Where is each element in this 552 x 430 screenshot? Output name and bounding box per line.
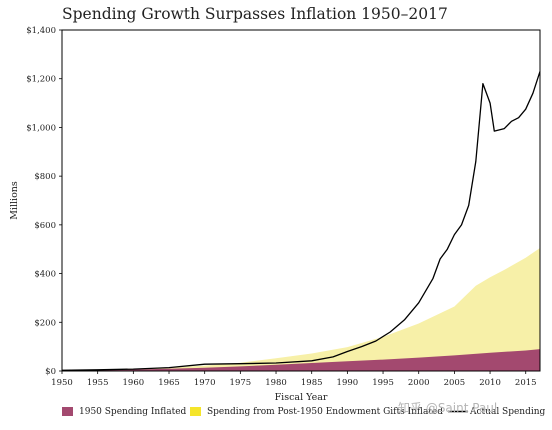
y-axis-title: Millions	[9, 181, 20, 220]
y-tick-label: $600	[34, 221, 56, 231]
legend-item-1950-spending: 1950 Spending Inflated	[62, 407, 187, 417]
series-area-endowment-gifts	[62, 248, 540, 371]
y-tick-label: $400	[34, 270, 56, 280]
x-tick-label: 2005	[444, 378, 466, 388]
x-tick-label: 2015	[515, 378, 537, 388]
x-tick-label: 1955	[87, 378, 109, 388]
x-axis-title: Fiscal Year	[275, 392, 328, 403]
x-tick-label: 2000	[408, 378, 430, 388]
legend-label: Spending from Post-1950 Endowment Gifts …	[207, 407, 443, 417]
series-line-actual-spending	[61, 71, 541, 371]
legend: 1950 Spending Inflated Spending from Post…	[62, 407, 546, 417]
y-tick-label: $1,000	[26, 123, 56, 133]
x-tick-label: 1970	[194, 378, 216, 388]
x-tick-label: 1975	[230, 378, 252, 388]
plot-areas	[61, 71, 541, 371]
legend-item-actual-spending: Actual Spending	[448, 407, 546, 417]
y-ticks: $0 $200 $400 $600 $800 $1,000 $1,200 $1,400	[26, 26, 62, 377]
watermark: 知乎 @Saint Paul	[398, 401, 497, 415]
y-tick-label: $1,200	[26, 75, 56, 85]
x-ticks: 1950 1955 1960 1965 1970 1975 1980 1985 1990 1995…	[51, 371, 537, 388]
legend-swatch	[190, 407, 201, 416]
x-tick-label: 1960	[123, 378, 145, 388]
plot-frame	[61, 29, 541, 372]
legend-label: 1950 Spending Inflated	[79, 407, 187, 417]
x-tick-label: 1950	[51, 378, 73, 388]
chart-title: Spending Growth Surpasses Inflation 1950…	[62, 5, 448, 23]
y-tick-label: $800	[34, 172, 56, 182]
legend-label: Actual Spending	[469, 407, 546, 417]
y-tick-label: $1,400	[26, 26, 56, 36]
x-tick-label: 1990	[337, 378, 359, 388]
legend-swatch	[62, 407, 73, 416]
x-tick-label: 1980	[265, 378, 287, 388]
x-tick-label: 1965	[158, 378, 180, 388]
y-tick-label: $0	[45, 367, 56, 377]
x-tick-label: 1995	[372, 378, 394, 388]
y-tick-label: $200	[34, 318, 56, 328]
x-tick-label: 2010	[479, 378, 501, 388]
x-tick-label: 1985	[301, 378, 323, 388]
series-area-1950-spending	[62, 349, 540, 371]
legend-item-endowment-gifts: Spending from Post-1950 Endowment Gifts …	[190, 407, 443, 417]
